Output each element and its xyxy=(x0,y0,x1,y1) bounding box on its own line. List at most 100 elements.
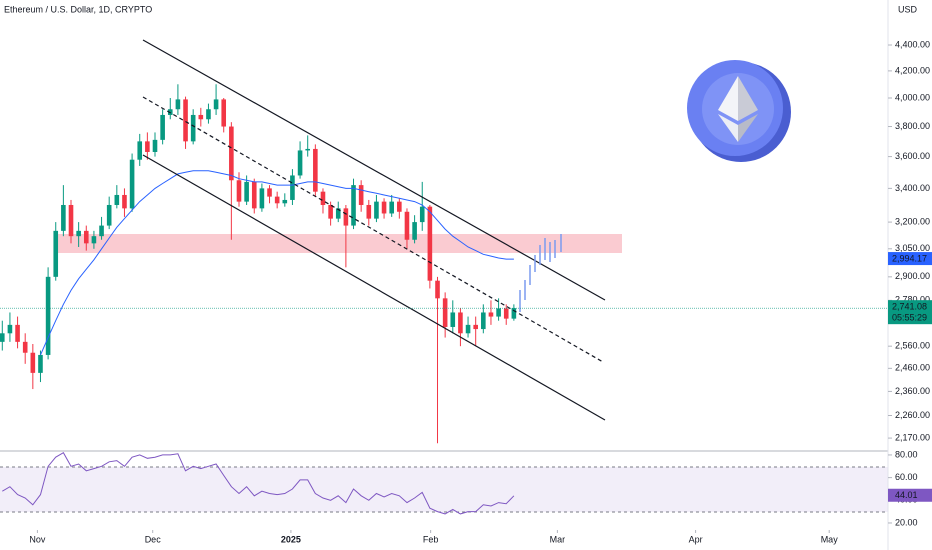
candle-body xyxy=(145,141,150,152)
candle-body xyxy=(389,201,394,214)
candle-body xyxy=(496,308,501,317)
y-tick-label: 2,170.00 xyxy=(895,432,930,442)
candle-body xyxy=(442,298,448,327)
y-tick-label: 3,050.00 xyxy=(895,243,930,253)
candle-body xyxy=(290,175,295,200)
candle-body xyxy=(251,181,257,209)
candle-body xyxy=(404,211,410,240)
candle-body xyxy=(511,308,517,319)
currency: USD xyxy=(898,4,918,14)
candle-body xyxy=(30,352,36,373)
channel-top xyxy=(142,39,606,301)
candle-body xyxy=(328,204,333,219)
candle-body xyxy=(381,201,387,214)
candle-body xyxy=(229,126,234,181)
plot xyxy=(0,84,517,515)
x-tick-label: 2025 xyxy=(281,534,301,544)
candle-body xyxy=(335,208,341,219)
candle-body xyxy=(313,148,318,192)
candle-body xyxy=(259,188,265,209)
candle-body xyxy=(53,230,59,277)
chart-title: Ethereum / U.S. Dollar, 1D, CRYPTO xyxy=(4,4,152,14)
y-tick-label: 4,200.00 xyxy=(895,65,930,75)
drawings xyxy=(0,0,889,550)
candle-body xyxy=(481,312,486,330)
x-tick-label: May xyxy=(821,534,839,544)
y-tick-label: 3,800.00 xyxy=(895,121,930,131)
candle-body xyxy=(458,312,463,334)
candle-body xyxy=(351,185,356,226)
projection xyxy=(519,234,562,312)
moving-average xyxy=(40,170,514,356)
candle-body xyxy=(427,206,433,281)
candle-body xyxy=(305,148,311,151)
candle-body xyxy=(473,324,478,330)
candle-body xyxy=(0,333,5,342)
candle-body xyxy=(129,159,135,209)
candle-body xyxy=(206,109,211,120)
y-tick-label: 3,400.00 xyxy=(895,183,930,193)
rsi-tick-label: 20.00 xyxy=(895,517,918,527)
y-tick-label: 3,200.00 xyxy=(895,216,930,226)
resistance-zone xyxy=(55,234,622,253)
ma-badge xyxy=(888,252,932,266)
candle-body xyxy=(15,324,20,342)
candle-body xyxy=(183,99,188,142)
x-tick-label: Feb xyxy=(423,534,439,544)
y-tick-label: 2,780.00 xyxy=(895,295,930,305)
candle-body xyxy=(106,204,112,226)
candle-body xyxy=(343,208,349,226)
rsi-badge xyxy=(888,488,932,502)
y-tick-label: 4,000.00 xyxy=(895,92,930,102)
candle-body xyxy=(397,201,402,212)
candle-body xyxy=(450,312,456,327)
candle-body xyxy=(83,230,89,244)
candle-body xyxy=(465,324,471,334)
countdown: 05:55:29 xyxy=(892,313,927,323)
x-tick-label: Dec xyxy=(145,534,162,544)
candle-body xyxy=(122,194,127,209)
last-price-badge xyxy=(888,300,932,325)
candle-body xyxy=(114,194,120,205)
candle-body xyxy=(76,230,81,237)
channel-bottom xyxy=(142,154,606,421)
y-tick-label: 2,900.00 xyxy=(895,271,930,281)
y-tick-label: 4,400.00 xyxy=(895,39,930,49)
candle-body xyxy=(412,222,417,240)
candle-body xyxy=(213,99,219,110)
candle-body xyxy=(274,196,280,204)
last-price: 2,741.08 xyxy=(892,302,927,312)
ethereum-logo xyxy=(687,60,791,162)
candle-body xyxy=(7,324,13,334)
candle-body xyxy=(137,141,143,160)
candle-body xyxy=(175,99,181,110)
candle-body xyxy=(419,206,425,223)
rsi-band xyxy=(0,467,888,512)
candle-body xyxy=(190,114,196,142)
y-tick-label: 2,260.00 xyxy=(895,410,930,420)
candle-body xyxy=(282,199,288,204)
rsi-last: 44.01 xyxy=(895,490,918,500)
candle-body xyxy=(68,204,74,237)
rsi-tick-label: 60.00 xyxy=(895,472,918,482)
candle-body xyxy=(267,188,272,197)
y-tick-label: 2,560.00 xyxy=(895,341,930,351)
y-tick-label: 3,600.00 xyxy=(895,151,930,161)
x-tick-label: Mar xyxy=(550,534,566,544)
candle-body xyxy=(236,180,242,202)
candle-body xyxy=(435,280,440,299)
candle-body xyxy=(45,276,51,355)
rsi-tick-label: 80.00 xyxy=(895,449,918,459)
candle-body xyxy=(488,312,494,317)
x-tick-label: Apr xyxy=(689,534,703,544)
y-tick-label: 2,360.00 xyxy=(895,386,930,396)
candle-body xyxy=(320,191,326,205)
ma-last: 2,994.17 xyxy=(892,253,927,263)
candle-body xyxy=(366,204,372,219)
candle-body xyxy=(358,185,364,205)
candle-body xyxy=(152,139,158,152)
candle-body xyxy=(244,181,249,202)
candle-body xyxy=(374,201,379,219)
candle-body xyxy=(99,225,104,237)
